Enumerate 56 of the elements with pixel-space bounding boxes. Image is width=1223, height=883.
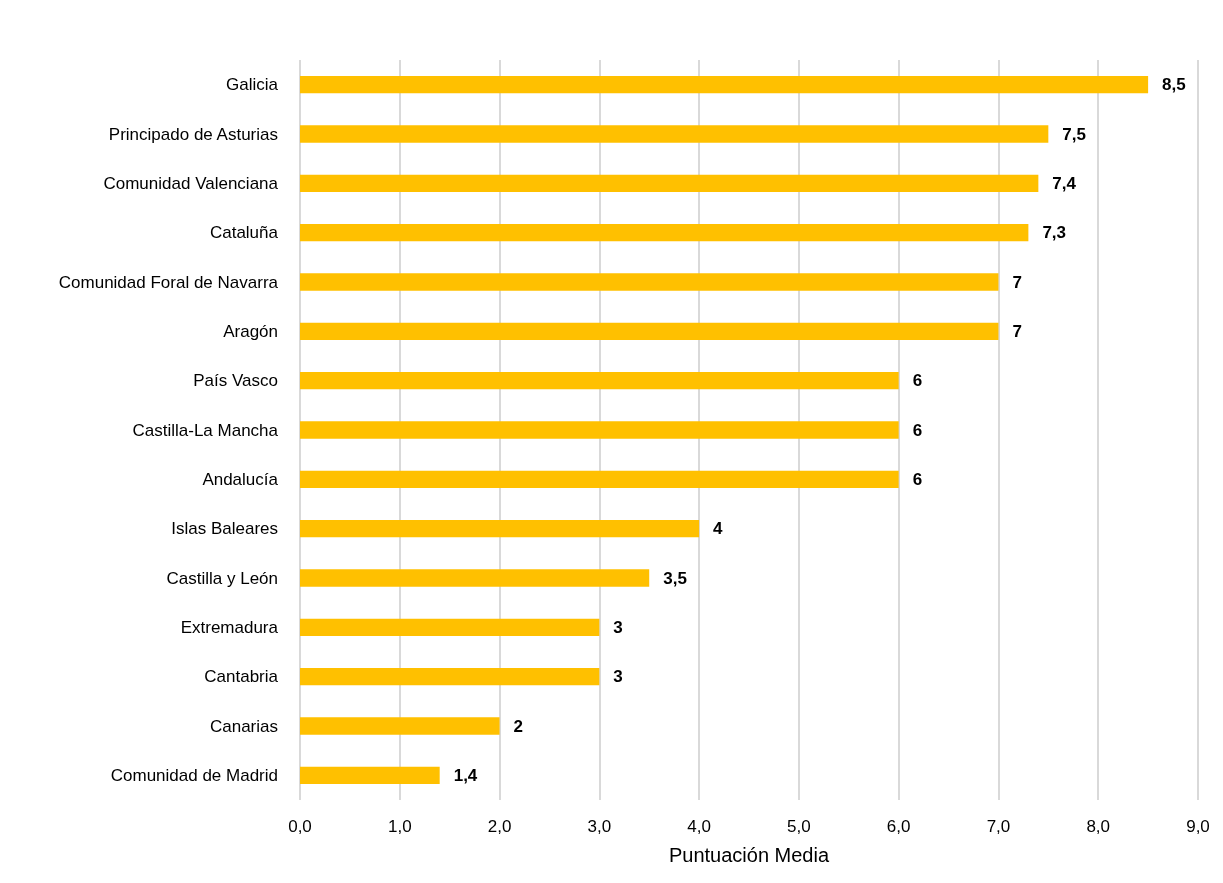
bar bbox=[300, 322, 999, 340]
y-tick-label: Cantabria bbox=[204, 667, 279, 687]
x-tick-label: 4,0 bbox=[687, 817, 711, 836]
x-tick-label: 8,0 bbox=[1086, 817, 1111, 836]
y-tick-label: Canarias bbox=[209, 716, 278, 736]
bar bbox=[300, 717, 500, 735]
y-tick-label: Aragón bbox=[223, 321, 278, 341]
data-label: 7 bbox=[1012, 321, 1022, 341]
bar bbox=[300, 668, 600, 686]
x-tick-label: 2,0 bbox=[487, 817, 512, 836]
y-tick-label: País Vasco bbox=[193, 371, 278, 391]
y-tick-label: Andalucía bbox=[202, 469, 279, 489]
bar bbox=[300, 174, 1039, 192]
x-tick-label: 5,0 bbox=[787, 817, 811, 836]
bar bbox=[300, 224, 1029, 242]
bar bbox=[300, 421, 899, 439]
data-label: 3 bbox=[613, 617, 623, 637]
y-tick-label: Comunidad de Madrid bbox=[110, 765, 278, 785]
data-label: 6 bbox=[912, 371, 923, 391]
bar bbox=[300, 76, 1149, 94]
y-tick-label: Extremadura bbox=[180, 617, 279, 637]
data-label: 1,4 bbox=[453, 765, 478, 785]
bar bbox=[300, 569, 650, 587]
data-label: 8,5 bbox=[1162, 75, 1186, 95]
data-label: 4 bbox=[713, 519, 724, 539]
x-tick-label: 7,0 bbox=[986, 817, 1011, 836]
bar bbox=[300, 372, 899, 390]
y-tick-label: Islas Baleares bbox=[171, 519, 278, 539]
data-label: 7,5 bbox=[1062, 124, 1086, 144]
data-label: 3 bbox=[613, 667, 623, 687]
bar bbox=[300, 766, 440, 784]
bar bbox=[300, 520, 700, 538]
y-tick-label: Castilla-La Mancha bbox=[132, 420, 279, 440]
data-label: 6 bbox=[912, 420, 923, 440]
bar bbox=[300, 470, 899, 488]
bar bbox=[300, 273, 999, 291]
y-tick-label: Principado de Asturias bbox=[108, 124, 278, 144]
x-tick-label: 6,0 bbox=[886, 817, 911, 836]
x-tick-label: 0,0 bbox=[288, 817, 312, 836]
x-tick-label: 1,0 bbox=[387, 817, 412, 836]
y-tick-label: Castilla y León bbox=[166, 568, 278, 588]
bar bbox=[300, 618, 600, 636]
data-label: 2 bbox=[513, 716, 524, 736]
x-tick-label: 9,0 bbox=[1186, 817, 1210, 836]
y-tick-label: Comunidad Foral de Navarra bbox=[58, 272, 279, 292]
data-label: 7 bbox=[1012, 272, 1022, 292]
y-tick-label: Cataluña bbox=[209, 223, 279, 243]
y-tick-label: Comunidad Valenciana bbox=[103, 173, 279, 193]
data-label: 6 bbox=[912, 469, 923, 489]
data-label: 3,5 bbox=[663, 568, 687, 588]
y-tick-label: Galicia bbox=[226, 75, 279, 95]
x-axis-title: Puntuación Media bbox=[668, 844, 830, 866]
data-label: 7,3 bbox=[1042, 223, 1067, 243]
data-label: 7,4 bbox=[1052, 173, 1077, 193]
x-tick-label: 3,0 bbox=[587, 817, 612, 836]
bar bbox=[300, 125, 1049, 143]
